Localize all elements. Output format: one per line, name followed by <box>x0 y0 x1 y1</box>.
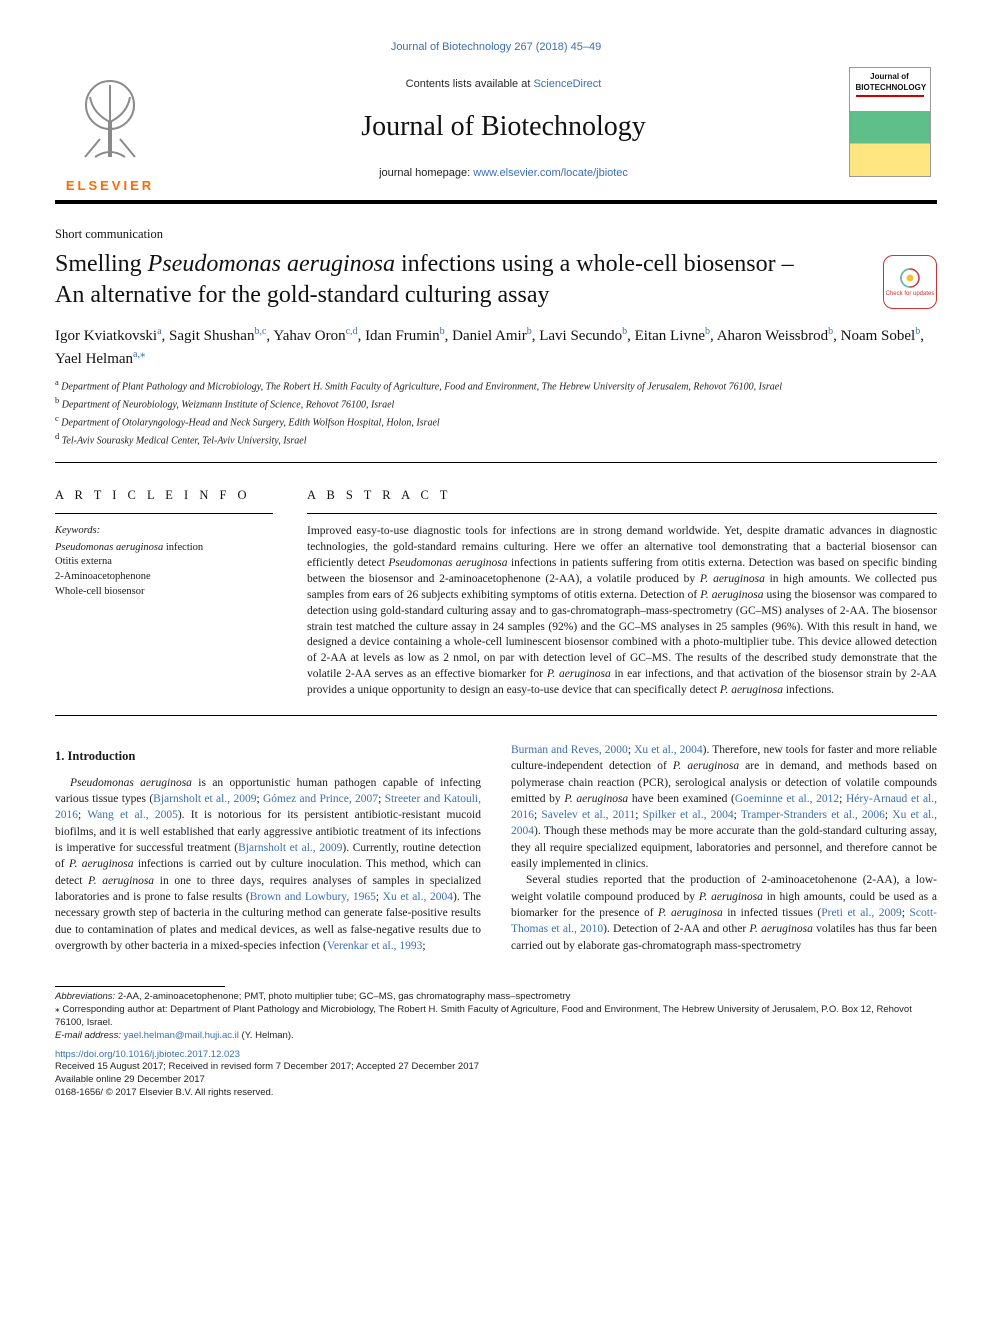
abbrev-label: Abbreviations: <box>55 991 115 1002</box>
email-label: E-mail address: <box>55 1030 121 1041</box>
intro-para-2: Several studies reported that the produc… <box>511 872 937 954</box>
check-badge-label: Check for updates <box>886 290 935 298</box>
author-list: Igor Kviatkovskia, Sagit Shushanb,c, Yah… <box>55 325 937 372</box>
section-rule-bottom <box>55 715 937 716</box>
article-title: Smelling Pseudomonas aeruginosa infectio… <box>55 249 865 310</box>
masthead-center: Contents lists available at ScienceDirec… <box>179 67 828 195</box>
title-post1: infections using a whole-cell biosensor … <box>395 251 794 277</box>
title-italic-species: Pseudomonas aeruginosa <box>148 251 395 277</box>
title-row: Smelling Pseudomonas aeruginosa infectio… <box>55 249 937 310</box>
corresponding-author-line: ⁎ Corresponding author at: Department of… <box>55 1004 937 1030</box>
affiliation: c Department of Otolaryngology-Head and … <box>55 413 937 430</box>
masthead-rule <box>55 200 937 204</box>
abbreviations-line: Abbreviations: 2-AA, 2-aminoacetophenone… <box>55 991 937 1004</box>
doi-link[interactable]: https://doi.org/10.1016/j.jbiotec.2017.1… <box>55 1049 937 1062</box>
affiliation-list: a Department of Plant Pathology and Micr… <box>55 377 937 447</box>
online-line: Available online 29 December 2017 <box>55 1074 937 1087</box>
article-info-column: A R T I C L E I N F O Keywords: Pseudomo… <box>55 473 273 699</box>
running-citation: Journal of Biotechnology 267 (2018) 45–4… <box>55 40 937 55</box>
abstract-heading: A B S T R A C T <box>307 487 937 504</box>
title-line2: An alternative for the gold-standard cul… <box>55 282 550 308</box>
article-info-heading: A R T I C L E I N F O <box>55 487 273 504</box>
affiliation: d Tel-Aviv Sourasky Medical Center, Tel-… <box>55 431 937 448</box>
contents-line: Contents lists available at ScienceDirec… <box>179 77 828 92</box>
cover-label: Journal of BIOTECHNOLOGY <box>856 72 924 98</box>
keywords-list: Pseudomonas aeruginosa infectionOtitis e… <box>55 541 273 600</box>
abstract-text: Improved easy-to-use diagnostic tools fo… <box>307 524 937 698</box>
affiliation: b Department of Neurobiology, Weizmann I… <box>55 395 937 412</box>
title-pre: Smelling <box>55 251 148 277</box>
author: Idan Fruminb <box>365 328 445 344</box>
author: Igor Kviatkovskia <box>55 328 162 344</box>
abstract-rule <box>307 513 937 514</box>
copyright-line: 0168-1656/ © 2017 Elsevier B.V. All righ… <box>55 1087 937 1100</box>
author: Sagit Shushanb,c <box>169 328 266 344</box>
journal-homepage-line: journal homepage: www.elsevier.com/locat… <box>179 166 828 181</box>
keyword: Otitis externa <box>55 555 273 570</box>
keyword: Whole-cell biosensor <box>55 585 273 600</box>
body-columns: 1. Introduction Pseudomonas aeruginosa i… <box>55 742 937 954</box>
keywords-label: Keywords: <box>55 524 273 538</box>
abbrev-text: 2-AA, 2-aminoacetophenone; PMT, photo mu… <box>115 991 570 1002</box>
email-who: (Y. Helman). <box>239 1030 294 1041</box>
cover-thumbnail-block: Journal of BIOTECHNOLOGY <box>842 67 937 195</box>
masthead: ELSEVIER Contents lists available at Sci… <box>55 67 937 195</box>
info-rule <box>55 513 273 514</box>
author: Aharon Weissbrodb <box>717 328 833 344</box>
intro-para-1-cont: Burman and Reves, 2000; Xu et al., 2004)… <box>511 742 937 873</box>
journal-title: Journal of Biotechnology <box>179 108 828 146</box>
keyword: 2-Aminoacetophenone <box>55 570 273 585</box>
journal-cover-thumbnail: Journal of BIOTECHNOLOGY <box>849 67 931 177</box>
author: Eitan Livneb <box>635 328 710 344</box>
author: Noam Sobelb <box>841 328 921 344</box>
author: Yael Helmana,⁎ <box>55 351 146 367</box>
contents-prefix: Contents lists available at <box>406 78 534 90</box>
crossmark-check-badge[interactable]: Check for updates <box>883 255 937 309</box>
publisher-logo-block: ELSEVIER <box>55 67 165 195</box>
author: Daniel Amirb <box>452 328 532 344</box>
section-1-heading: 1. Introduction <box>55 748 481 765</box>
footnote-rule <box>55 986 225 987</box>
article-type: Short communication <box>55 226 937 243</box>
abstract-column: A B S T R A C T Improved easy-to-use dia… <box>307 473 937 699</box>
section-rule-top <box>55 462 937 463</box>
elsevier-tree-icon <box>60 67 160 167</box>
corresponding-email-link[interactable]: yael.helman@mail.huji.ac.il <box>121 1030 239 1041</box>
journal-homepage-link[interactable]: www.elsevier.com/locate/jbiotec <box>473 167 628 179</box>
affiliation: a Department of Plant Pathology and Micr… <box>55 377 937 394</box>
corr-text: Corresponding author at: Department of P… <box>55 1004 912 1028</box>
author: Yahav Oronc,d <box>273 328 357 344</box>
keyword: Pseudomonas aeruginosa infection <box>55 541 273 556</box>
homepage-prefix: journal homepage: <box>379 167 473 179</box>
info-abstract-row: A R T I C L E I N F O Keywords: Pseudomo… <box>55 473 937 699</box>
history-line: Received 15 August 2017; Received in rev… <box>55 1061 937 1074</box>
email-line: E-mail address: yael.helman@mail.huji.ac… <box>55 1030 937 1043</box>
publisher-wordmark: ELSEVIER <box>55 177 165 195</box>
footnotes-block: Abbreviations: 2-AA, 2-aminoacetophenone… <box>55 980 937 1100</box>
sciencedirect-link[interactable]: ScienceDirect <box>533 78 601 90</box>
author: Lavi Secundob <box>539 328 627 344</box>
intro-para-1: Pseudomonas aeruginosa is an opportunist… <box>55 775 481 955</box>
check-updates-icon <box>898 266 922 290</box>
